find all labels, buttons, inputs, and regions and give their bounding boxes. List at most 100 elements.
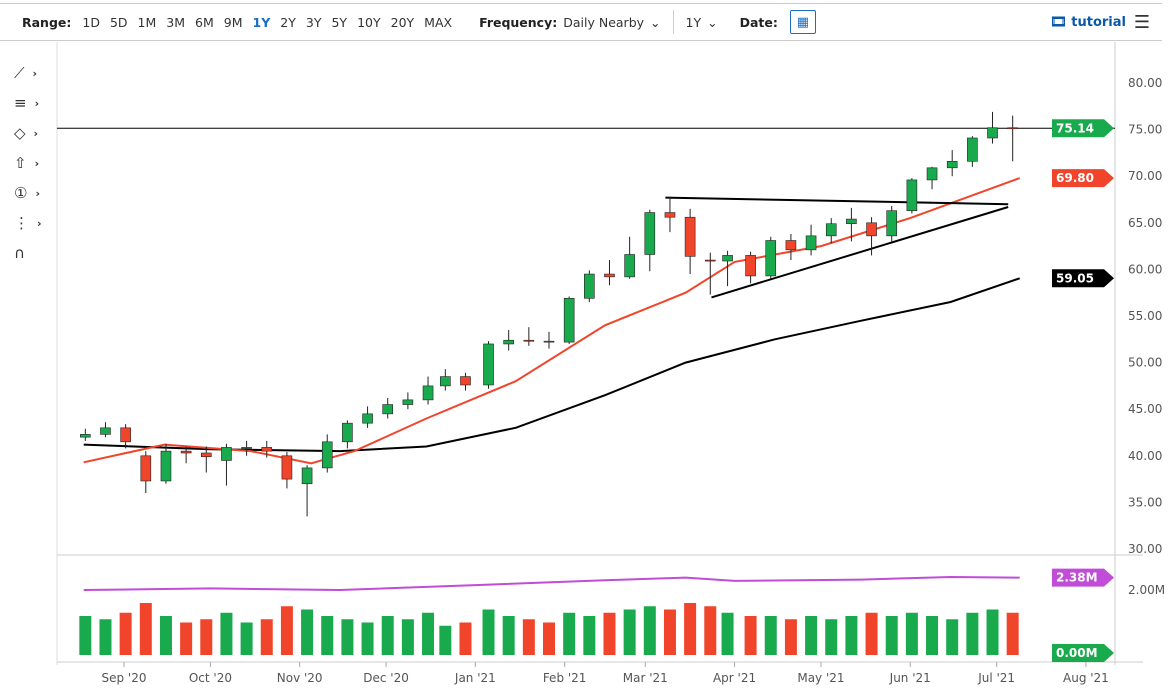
volume-bar [260,619,273,655]
y-tick-label: 65.00 [1128,216,1162,230]
calendar-icon[interactable]: ▦ [789,10,816,34]
candle-body [221,447,232,461]
sma200-line [83,277,1021,453]
fibonacci-tool[interactable]: ≡ › [14,88,54,118]
y-tick-label: 40.00 [1128,449,1162,463]
range-6m[interactable]: 6M [195,14,214,30]
volume-bar [663,609,676,655]
range-1d[interactable]: 1D [82,14,100,30]
volume-zero-badge-label: 0.00M [1056,646,1098,660]
sma50-line [83,177,1021,465]
frequency-value: Daily Nearby [563,14,645,30]
chevron-down-icon: ⌄ [707,14,718,30]
sma50-badge-label: 69.80 [1056,171,1094,185]
volume-bar [99,619,112,655]
number-marker-icon: ① [14,184,28,202]
volume-bar [280,606,293,655]
date-label: Date: [739,14,778,30]
x-tick-label: Aug '21 [1063,671,1109,685]
volume-bar [119,612,132,655]
y-tick-label: 55.00 [1128,309,1162,323]
film-icon: 🎞 [1050,14,1067,30]
range-9m[interactable]: 9M [223,14,243,30]
volume-bar [200,619,213,655]
period-select[interactable]: 1Y ⌄ [686,15,718,30]
chevron-down-icon: ⌄ [650,14,661,30]
volume-bar [401,619,414,655]
range-5d[interactable]: 5D [109,14,128,30]
line-icon: ⟋ [14,64,25,82]
x-tick-label: Sep '20 [102,671,147,685]
x-tick-label: Oct '20 [189,671,232,685]
volume-bar [825,619,838,655]
trendline [665,196,1009,206]
volume-bar [946,619,959,655]
volume-average-badge [1052,568,1114,587]
candle-body [604,273,615,278]
y-tick-label: 35.00 [1128,495,1162,509]
shape-icon: ◇ [14,124,26,142]
range-1y[interactable]: 1Y [252,14,271,30]
volume-bar [583,616,596,655]
candle-body [543,340,555,343]
volume-bar [439,625,452,655]
magnet-tool[interactable]: ∩ [14,238,54,268]
candle-body [563,297,575,343]
chevron-right-icon: › [32,66,38,80]
range-20y[interactable]: 20Y [390,14,415,30]
range-3y[interactable]: 3Y [305,14,322,30]
candle-body [987,127,998,139]
range-1m[interactable]: 1M [137,14,157,30]
candle-body [1007,127,1018,130]
candle-body [624,254,635,278]
volume-bar [220,612,233,655]
y-tick-label: 75.00 [1128,123,1162,137]
trendline [711,206,1009,299]
tutorial-link[interactable]: 🎞 tutorial [1050,15,1126,30]
line-tool[interactable]: ⟋ › [14,58,54,88]
range-5y[interactable]: 5Y [331,14,348,30]
arrow-up-tool[interactable]: ⇧ › [14,148,54,178]
chevron-right-icon: › [34,96,40,110]
range-max[interactable]: MAX [424,14,453,30]
volume-bar [684,603,697,655]
volume-bar [643,606,656,655]
volume-bar [482,609,495,655]
toolbar: Range: 1D 5D 1M 3M 6M 9M 1Y 2Y 3Y 5Y 10Y 20Y MAX Fre… [0,3,1162,41]
candle-body [402,399,414,405]
candle-body [422,385,434,401]
volume-bar [885,616,898,655]
frequency-label: Frequency: [479,14,558,30]
candle-body [483,343,494,386]
candle-body [866,222,877,237]
volume-bar [502,616,515,655]
chevron-right-icon: › [34,156,40,170]
volume-bar [139,603,152,655]
volume-bar [926,616,939,655]
candle-body [440,376,451,387]
pattern-tool[interactable]: ⋮ › [14,208,54,238]
volume-bar [744,616,757,655]
volume-bar [301,609,314,655]
candle-body [745,255,756,277]
frequency-select[interactable]: Daily Nearby ⌄ [563,15,660,30]
volume-bar [321,616,334,655]
candle-body [180,450,192,454]
shape-tool[interactable]: ◇ › [14,118,54,148]
volume-bar [905,612,918,655]
hamburger-menu-icon[interactable]: ☰ [1133,11,1150,33]
x-tick-label: Jan '21 [454,671,496,685]
volume-bar [966,612,979,655]
range-3m[interactable]: 3M [166,14,186,30]
volume-bar [721,612,734,655]
sma200-badge [1052,269,1114,288]
volume-bar [180,622,193,655]
range-2y[interactable]: 2Y [280,14,296,30]
last-price-badge-label: 75.14 [1056,121,1094,135]
fibonacci-icon: ≡ [14,94,27,112]
volume-bar [79,616,92,655]
number-marker-tool[interactable]: ① › [14,178,54,208]
candle-body [503,339,514,345]
range-10y[interactable]: 10Y [357,14,381,30]
